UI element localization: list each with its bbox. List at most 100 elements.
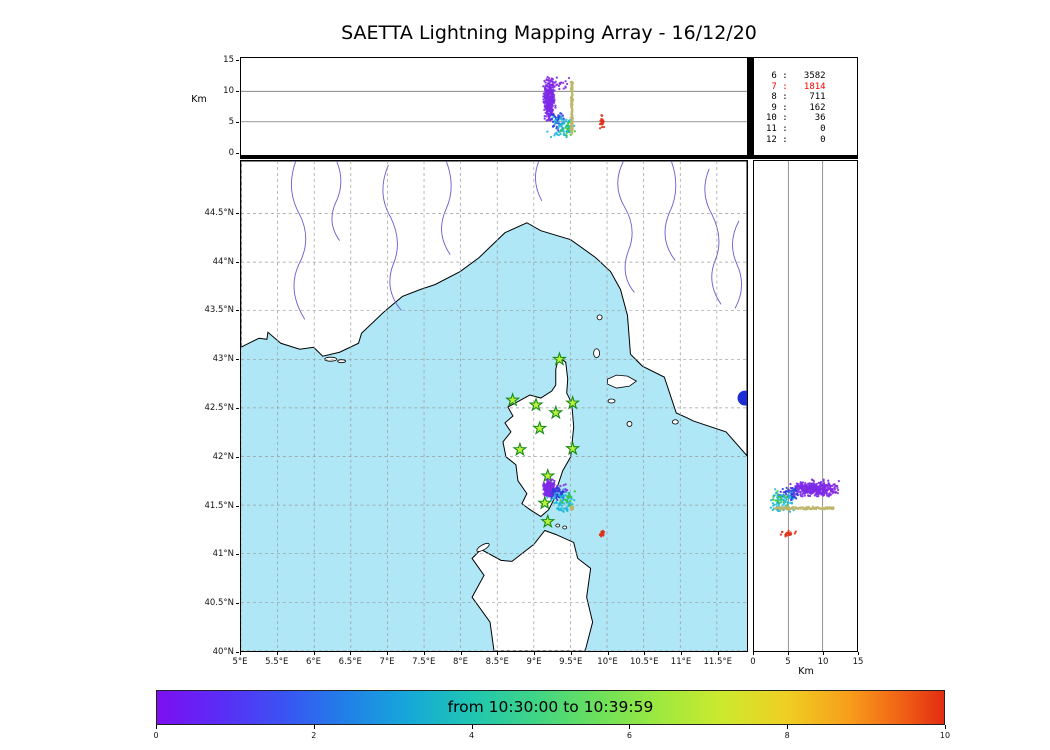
- colorbar-tick-mark: [945, 725, 946, 729]
- latitude-tick-label: 40°N: [212, 646, 234, 657]
- latitude-tick-label: 42°N: [212, 451, 234, 462]
- altitude-tick-mark: [236, 122, 239, 123]
- station-counts-list: 6 : 3582 7 : 1814 8 : 711 9 : 162 10 : 36…: [754, 58, 857, 157]
- latitude-tick-label: 43.5°N: [204, 305, 234, 316]
- latitude-tick-label: 41.5°N: [204, 500, 234, 511]
- longitude-tick-mark: [313, 652, 315, 655]
- colorbar-tick-mark: [313, 725, 315, 729]
- station-star-marker: [512, 441, 528, 457]
- longitude-tick-label: 11°E: [670, 657, 692, 667]
- colorbar-tick-mark: [787, 725, 789, 729]
- latitude-tick-label: 44.5°N: [204, 207, 234, 218]
- altitude-longitude-plot: [241, 75, 747, 139]
- sardinia-coastline: [471, 529, 594, 651]
- longitude-tick-mark: [534, 652, 535, 655]
- figure-title: SAETTA Lightning Mapping Array - 16/12/2…: [341, 22, 757, 44]
- colorbar-tick-label: 10: [939, 731, 951, 740]
- altitude-longitude-panel: [240, 57, 748, 158]
- km-tick-label: 0: [750, 657, 756, 667]
- longitude-tick-label: 6°E: [305, 657, 322, 667]
- longitude-tick-mark: [607, 652, 609, 655]
- km-axis-label: Km: [798, 666, 814, 677]
- station-count-row: 10 : 36: [766, 113, 826, 124]
- map-plot: [241, 161, 747, 651]
- longitude-tick-mark: [497, 652, 499, 655]
- colorbar-tick-mark: [156, 725, 157, 729]
- time-colorbar: from 10:30:00 to 10:39:59: [156, 690, 945, 725]
- station-star-marker: [540, 467, 556, 483]
- station-star-marker: [540, 513, 556, 529]
- longitude-tick-label: 9.5°E: [559, 657, 583, 667]
- station-count-row: 8 : 711: [766, 92, 826, 103]
- latitude-tick-label: 43°N: [212, 354, 234, 365]
- latitude-tick-mark: [236, 359, 239, 361]
- latitude-tick-mark: [236, 651, 239, 653]
- latitude-tick-label: 41°N: [212, 549, 234, 560]
- latitude-tick-mark: [236, 261, 239, 263]
- longitude-tick-mark: [681, 652, 682, 655]
- colorbar-tick-label: 6: [626, 731, 632, 740]
- colorbar-tick-mark: [629, 725, 631, 729]
- colorbar-tick-label: 4: [469, 731, 475, 740]
- station-star-marker: [505, 392, 521, 407]
- altitude-tick-label: 0: [228, 148, 234, 158]
- longitude-tick-label: 7.5°E: [412, 657, 436, 667]
- station-counts-panel: 6 : 3582 7 : 1814 8 : 711 9 : 162 10 : 36…: [753, 57, 858, 158]
- small-islands: [324, 314, 679, 552]
- panel-separator-vertical: [748, 57, 753, 159]
- map-panel: [240, 160, 748, 652]
- latitude-tick-mark: [236, 505, 239, 507]
- colorbar-tick-label: 8: [784, 731, 790, 740]
- station-markers: [505, 351, 581, 529]
- panel-separator-horizontal: [240, 155, 858, 159]
- station-count-row: 9 : 162: [766, 102, 826, 113]
- altitude-gridlines: [241, 90, 747, 123]
- latitude-tick-label: 40.5°N: [204, 598, 234, 609]
- station-count-row: 11 : 0: [766, 123, 826, 134]
- longitude-tick-mark: [644, 652, 646, 655]
- altitude-latitude-panel: [753, 160, 858, 652]
- longitude-tick-label: 9°E: [526, 657, 542, 667]
- colorbar-tick-label: 0: [153, 731, 159, 740]
- latitude-tick-mark: [236, 456, 239, 458]
- lightning-points-altitude-longitude: [542, 75, 606, 139]
- longitude-tick-label: 8.5°E: [485, 657, 509, 667]
- station-star-marker: [565, 395, 581, 410]
- longitude-tick-label: 6.5°E: [338, 657, 362, 667]
- longitude-tick-mark: [717, 652, 719, 655]
- colorbar-tick-mark: [471, 725, 473, 729]
- km-tick-label: 10: [817, 657, 829, 667]
- station-count-row: 7 : 1814: [766, 81, 826, 92]
- station-star-marker: [537, 495, 553, 510]
- km-tick-label: 5: [785, 657, 791, 667]
- longitude-tick-mark: [350, 652, 352, 655]
- station-star-marker: [551, 351, 568, 366]
- longitude-tick-label: 5.5°E: [265, 657, 289, 667]
- colorbar-time-range-label: from 10:30:00 to 10:39:59: [447, 698, 654, 716]
- altitude-tick-label: 10: [223, 86, 234, 96]
- longitude-tick-mark: [570, 652, 572, 655]
- km-tick-label: 15: [852, 657, 864, 667]
- longitude-tick-label: 10.5°E: [629, 657, 659, 667]
- altitude-tick-mark: [236, 153, 239, 154]
- altitude-latitude-plot: [769, 161, 840, 651]
- latitude-tick-mark: [236, 212, 239, 214]
- altitude-tick-label: 15: [223, 55, 234, 65]
- km-tick-mark: [858, 652, 859, 655]
- station-star-marker: [548, 404, 564, 420]
- longitude-tick-mark: [387, 652, 388, 655]
- lightning-points-altitude-latitude: [769, 478, 840, 538]
- latitude-tick-mark: [236, 310, 239, 312]
- longitude-tick-label: 5°E: [232, 657, 248, 667]
- km-gridlines: [787, 161, 824, 651]
- station-count-row: 6 : 3582: [766, 71, 826, 81]
- mainland-coastline: [241, 161, 747, 457]
- longitude-tick-mark: [276, 652, 278, 655]
- station-star-marker: [528, 397, 544, 412]
- rivers: [291, 161, 742, 320]
- longitude-tick-mark: [240, 652, 241, 655]
- station-count-row: 12 : 0: [766, 134, 826, 145]
- longitude-tick-label: 10°E: [597, 657, 618, 667]
- latitude-tick-mark: [236, 554, 239, 556]
- longitude-tick-label: 11.5°E: [703, 657, 733, 667]
